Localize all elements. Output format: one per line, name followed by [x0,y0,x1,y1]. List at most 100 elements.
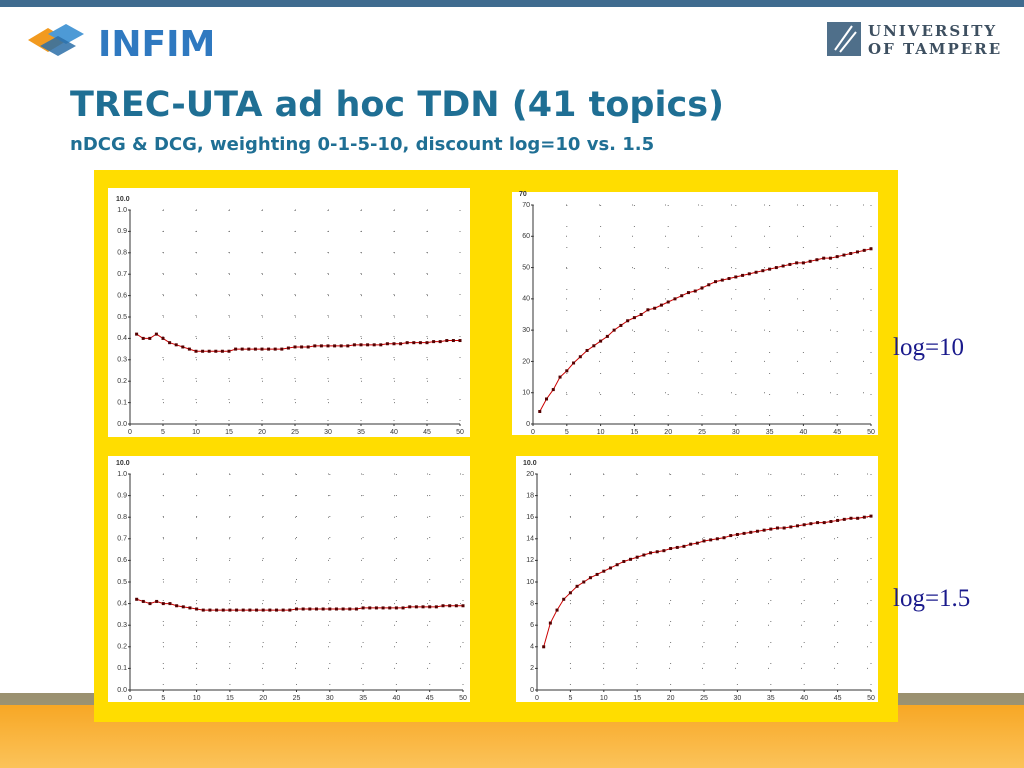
slide-subtitle: nDCG & DCG, weighting 0-1-5-10, discount… [70,134,654,155]
point [267,347,271,351]
point [308,607,312,611]
y-tick-label: 0.4 [117,600,127,607]
point [702,539,706,543]
y-tick-label: 0.1 [117,665,127,672]
y-tick-label: 0.7 [117,271,127,278]
y-tick-label: 40 [522,296,530,303]
point [401,606,405,610]
point [693,289,697,293]
point [741,273,745,277]
point [221,608,225,612]
point [448,604,452,608]
point [368,606,372,610]
y-tick-label: 0.9 [117,492,127,499]
point [228,608,232,612]
x-tick-label: 20 [667,695,675,702]
point [273,347,277,351]
x-tick-label: 5 [568,695,572,702]
point [816,521,820,525]
x-tick-label: 45 [423,429,431,436]
x-tick-label: 15 [631,429,639,436]
point [869,247,873,251]
point [714,280,718,284]
point [434,605,438,609]
y-tick-label: 0.3 [117,622,127,629]
x-tick-label: 20 [664,429,672,436]
point [154,332,158,336]
y-tick-label: 14 [526,536,534,543]
point [735,532,739,536]
point [720,278,724,282]
point [405,341,409,345]
point [562,597,566,601]
y-tick-label: 0 [530,687,534,694]
point [548,621,552,625]
point [849,516,853,520]
y-tick-label: 0 [526,421,530,428]
point [762,528,766,532]
x-tick-label: 50 [459,695,467,702]
point [542,645,546,649]
y-tick-label: 30 [522,327,530,334]
point [261,608,265,612]
point [856,516,860,520]
point [700,286,704,290]
point [227,349,231,353]
point [293,345,297,349]
point [359,343,363,347]
point [595,572,599,576]
point [352,343,356,347]
point [709,538,713,542]
point [214,349,218,353]
point [366,343,370,347]
y-tick-label: 0.5 [117,314,127,321]
point [280,347,284,351]
point [247,347,251,351]
annotation: log=1.5 [893,585,970,612]
x-tick-label: 35 [767,695,775,702]
chart: 70 0 10 20 30 40 50 60 70 0 5 10 15 20 25 30 35 40 45 50 [512,191,878,436]
y-axis-label: 10.0 [116,196,130,203]
point [862,515,866,519]
point [565,369,569,373]
point [742,531,746,535]
point [174,343,178,347]
y-tick-label: 0.8 [117,514,127,521]
point [842,517,846,521]
point [869,514,873,518]
point [135,332,139,336]
point [572,361,576,365]
plot-background [512,192,878,435]
x-tick-label: 30 [324,429,332,436]
point [682,544,686,548]
point [558,375,562,379]
y-tick-label: 60 [522,233,530,240]
point [141,336,145,340]
point [201,608,205,612]
point [578,355,582,359]
point [392,342,396,346]
point [418,341,422,345]
point [372,343,376,347]
point [454,604,458,608]
point [729,534,733,538]
point [655,550,659,554]
point [781,264,785,268]
point [306,345,310,349]
point [836,518,840,522]
y-tick-label: 0.0 [117,421,127,428]
point [822,256,826,260]
point [761,269,765,273]
point [707,283,711,287]
point [326,344,330,348]
y-tick-label: 0.8 [117,250,127,257]
x-tick-label: 5 [565,429,569,436]
point [822,521,826,525]
point [615,563,619,567]
point [749,530,753,534]
point [412,341,416,345]
point [809,522,813,526]
point [829,520,833,524]
x-tick-label: 10 [600,695,608,702]
point [441,604,445,608]
